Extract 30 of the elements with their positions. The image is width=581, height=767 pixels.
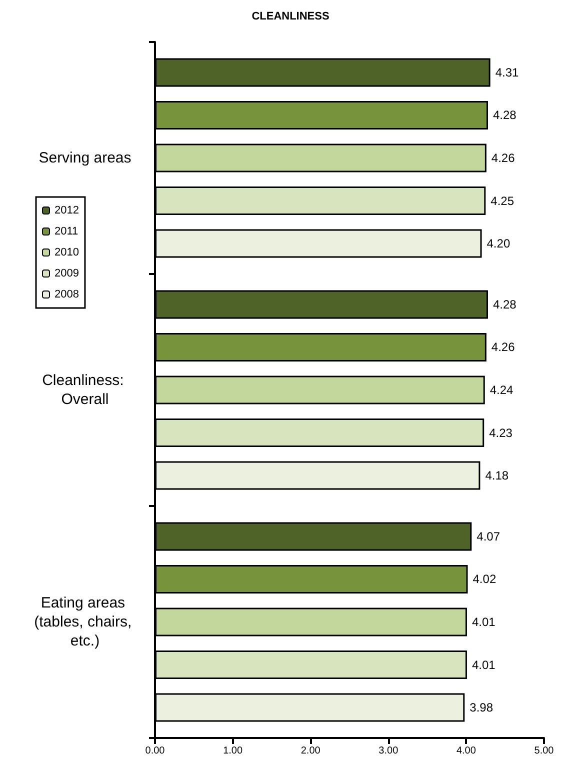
y-tick-label: Serving areas [38, 150, 132, 166]
data-label: 4.31 [495, 65, 519, 80]
legend-label: 2010 [54, 246, 79, 258]
x-tick-label: 3.00 [378, 746, 399, 756]
x-tick-label: 4.00 [456, 746, 476, 756]
data-label: 3.98 [470, 700, 494, 715]
data-label: 4.23 [489, 426, 513, 440]
data-label: 4.18 [485, 468, 509, 483]
x-tick-label: 1.00 [223, 746, 243, 756]
x-tick-label: 5.00 [534, 746, 554, 756]
data-label: 4.07 [476, 529, 500, 544]
legend-label: 2012 [54, 204, 79, 216]
data-label: 4.01 [472, 615, 496, 629]
chart-title: CLEANLINESS [252, 10, 330, 22]
data-label: 4.25 [490, 194, 514, 208]
data-label: 4.02 [472, 572, 496, 586]
data-label: 4.20 [486, 236, 510, 251]
data-label: 4.28 [492, 297, 517, 312]
x-tick-label: 2.00 [300, 746, 321, 756]
legend-label: 2008 [54, 288, 79, 300]
data-label: 4.01 [472, 658, 496, 672]
y-tick-label: Cleanliness: Overall [42, 372, 128, 408]
x-tick-label: 0.00 [145, 746, 166, 756]
data-label: 4.28 [492, 108, 517, 122]
data-label: 4.26 [491, 340, 516, 354]
y-tick-label: Eating areas (tables, chairs, etc.) [34, 594, 136, 650]
data-label: 4.24 [490, 383, 514, 397]
legend-label: 2011 [54, 226, 78, 238]
data-label: 4.26 [491, 151, 516, 165]
legend-label: 2009 [54, 268, 79, 280]
